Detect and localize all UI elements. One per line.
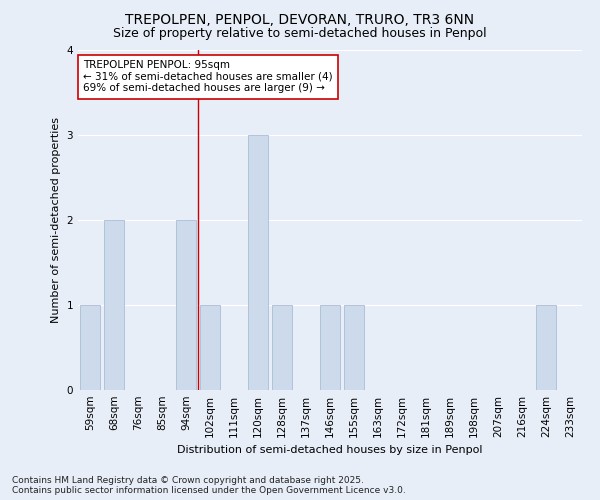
Text: TREPOLPEN PENPOL: 95sqm
← 31% of semi-detached houses are smaller (4)
69% of sem: TREPOLPEN PENPOL: 95sqm ← 31% of semi-de…	[83, 60, 332, 94]
Bar	[176, 220, 196, 390]
Bar	[536, 305, 556, 390]
Bar	[272, 305, 292, 390]
Bar	[344, 305, 364, 390]
Bar	[104, 220, 124, 390]
Text: Size of property relative to semi-detached houses in Penpol: Size of property relative to semi-detach…	[113, 28, 487, 40]
Text: TREPOLPEN, PENPOL, DEVORAN, TRURO, TR3 6NN: TREPOLPEN, PENPOL, DEVORAN, TRURO, TR3 6…	[125, 12, 475, 26]
Bar	[80, 305, 100, 390]
Y-axis label: Number of semi-detached properties: Number of semi-detached properties	[51, 117, 61, 323]
Bar	[248, 135, 268, 390]
X-axis label: Distribution of semi-detached houses by size in Penpol: Distribution of semi-detached houses by …	[177, 446, 483, 456]
Bar	[320, 305, 340, 390]
Text: Contains HM Land Registry data © Crown copyright and database right 2025.
Contai: Contains HM Land Registry data © Crown c…	[12, 476, 406, 495]
Bar	[200, 305, 220, 390]
